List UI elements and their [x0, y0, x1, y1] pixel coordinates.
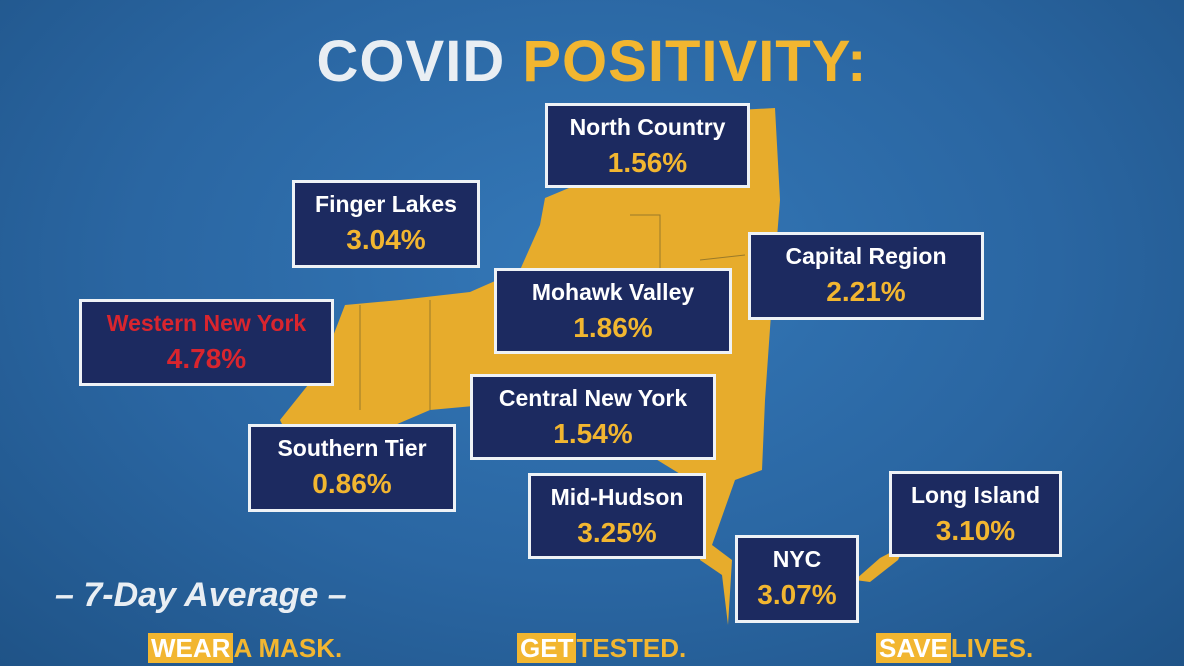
region-value: 1.86% [573, 312, 653, 343]
region-name: Central New York [498, 385, 688, 411]
region-box: Finger Lakes 3.04% [292, 180, 480, 268]
region-box: Southern Tier 0.86% [248, 424, 456, 512]
region-box: Western New York 4.78% [79, 299, 334, 386]
region-name: Mohawk Valley [531, 279, 695, 305]
region-value: 2.21% [826, 276, 906, 307]
slogan-text: A MASK. [233, 633, 343, 663]
slogan: WEAR A MASK. [148, 633, 342, 664]
region-box: NYC 3.07% [735, 535, 859, 623]
region-box: Long Island 3.10% [889, 471, 1062, 557]
slogan-text: TESTED. [576, 633, 687, 663]
region-box: Central New York 1.54% [470, 374, 716, 460]
region-name: Southern Tier [277, 435, 427, 461]
title-part: POSITIVITY: [522, 29, 868, 94]
region-box: Mohawk Valley 1.86% [494, 268, 732, 354]
region-box: Capital Region 2.21% [748, 232, 984, 320]
region-name: Capital Region [785, 243, 947, 269]
region-value: 3.25% [577, 517, 657, 548]
region-value: 3.07% [757, 579, 837, 610]
region-box: North Country 1.56% [545, 103, 750, 188]
note: – 7-Day Average – [55, 576, 347, 614]
region-borders [359, 214, 746, 410]
slogan-highlight: WEAR [148, 633, 234, 663]
region-value: 0.86% [312, 468, 392, 499]
slogan: GET TESTED. [517, 633, 686, 664]
title: COVID POSITIVITY: [0, 28, 1184, 95]
region-name: Finger Lakes [315, 191, 457, 217]
region-name: NYC [772, 546, 822, 572]
slogan-highlight: SAVE [876, 633, 951, 663]
region-value: 4.78% [166, 343, 247, 374]
region-name: Mid-Hudson [550, 484, 684, 510]
region-value: 1.56% [607, 147, 688, 178]
slogan-text: LIVES. [950, 633, 1034, 663]
region-name: North Country [569, 114, 726, 140]
region-value: 1.54% [553, 418, 633, 449]
border [699, 254, 746, 261]
region-value: 3.10% [935, 515, 1016, 546]
region-box: Mid-Hudson 3.25% [528, 473, 706, 559]
slogan: SAVE LIVES. [876, 633, 1033, 664]
new-york-state [280, 108, 780, 625]
slogan-highlight: GET [517, 633, 577, 663]
region-name: Long Island [910, 482, 1041, 508]
region-value: 3.04% [346, 224, 426, 255]
border [630, 214, 661, 270]
title-part: COVID [316, 29, 506, 94]
region-name: Western New York [106, 310, 307, 336]
